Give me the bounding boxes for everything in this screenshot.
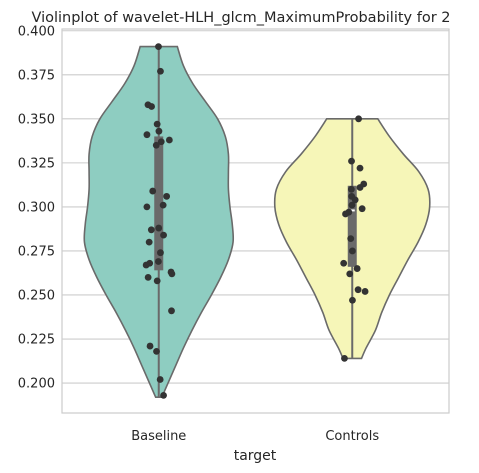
data-point (340, 259, 348, 267)
data-point (168, 307, 175, 315)
data-point (155, 224, 163, 232)
data-point (348, 157, 355, 165)
data-points (142, 43, 369, 399)
data-point (160, 231, 167, 239)
y-tick-label: 0.225 (18, 333, 55, 348)
data-point (157, 67, 164, 75)
data-point (144, 273, 152, 281)
data-point (165, 136, 173, 144)
data-point (145, 238, 153, 246)
data-point (152, 141, 160, 149)
iqr-box (347, 185, 357, 267)
iqr-box (154, 136, 164, 271)
data-point (146, 342, 154, 350)
data-point (149, 187, 157, 195)
data-point (142, 261, 150, 269)
data-point (157, 249, 164, 257)
data-point (156, 376, 164, 383)
data-point (163, 192, 171, 200)
data-point (347, 185, 355, 193)
data-point (153, 277, 161, 285)
data-point (153, 347, 160, 355)
x-axis-label: target (234, 448, 277, 464)
chart-title: Violinplot of wavelet-HLH_glcm_MaximumPr… (31, 10, 450, 26)
data-point (356, 164, 364, 172)
data-point (355, 115, 362, 123)
data-point (361, 288, 369, 295)
x-tick-labels: Baseline Controls (131, 429, 379, 444)
data-point (143, 203, 151, 211)
data-point (349, 296, 356, 304)
y-tick-label: 0.200 (18, 377, 55, 392)
data-point (160, 391, 167, 399)
y-tick-label: 0.375 (18, 68, 55, 83)
y-tick-label: 0.250 (18, 288, 55, 303)
data-point (351, 196, 359, 204)
y-tick-label: 0.275 (18, 244, 55, 259)
x-tick-label: Controls (325, 429, 379, 444)
y-tick-labels: 0.200 0.225 0.250 0.275 0.300 0.325 0.350 0.375… (18, 24, 55, 391)
data-point (148, 103, 155, 110)
data-point (153, 120, 161, 128)
data-point (159, 201, 167, 209)
data-point (342, 210, 349, 218)
data-point (155, 43, 162, 51)
data-point (348, 247, 356, 255)
y-tick-label: 0.350 (18, 112, 55, 127)
x-tick-label: Baseline (131, 429, 186, 444)
data-point (157, 138, 165, 146)
data-point (143, 131, 151, 139)
data-point (154, 258, 162, 265)
data-point (155, 127, 163, 135)
data-point (341, 354, 348, 362)
data-point (353, 265, 361, 272)
y-tick-label: 0.400 (18, 24, 55, 39)
data-point (358, 205, 366, 213)
y-tick-label: 0.300 (18, 200, 55, 215)
y-tick-label: 0.325 (18, 156, 55, 171)
data-point (348, 201, 356, 209)
data-point (356, 184, 364, 191)
data-point (354, 286, 362, 294)
data-point (347, 235, 355, 243)
data-point (147, 226, 155, 234)
data-point (168, 270, 176, 278)
data-point (346, 270, 354, 278)
